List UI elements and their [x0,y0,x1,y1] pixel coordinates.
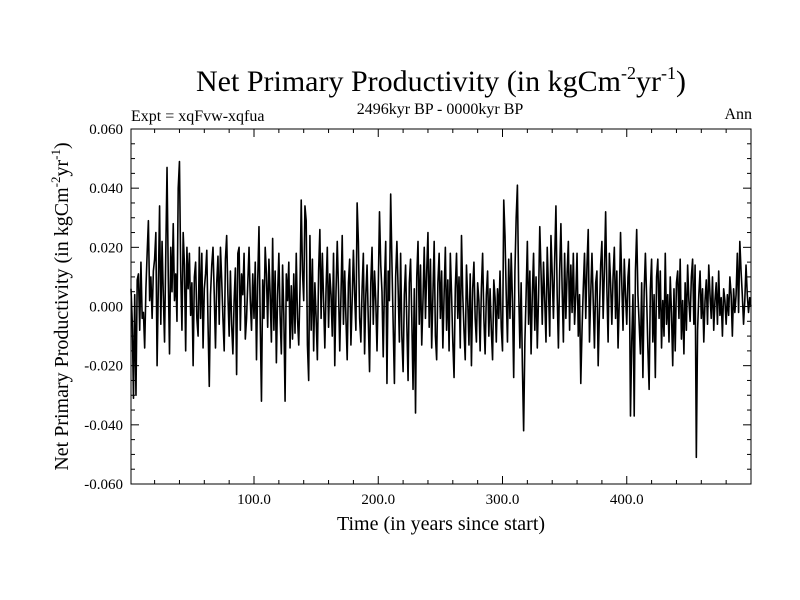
y-axis-label-sup2: -1 [48,149,63,160]
x-tick-label: 400.0 [610,492,644,508]
chart-title-mid: yr [636,65,661,98]
y-tick-label: -0.040 [84,418,123,434]
experiment-label: Expt = xqFvw-xqfua [131,108,264,125]
y-axis-label: Net Primary Productivity (in kgCm-2yr-1) [48,142,73,470]
y-axis-label-mid: yr [51,160,73,177]
y-tick-label: 0.040 [89,181,123,197]
npp-series-line [130,160,752,459]
chart-title-sup2: -1 [661,63,676,83]
y-tick-label: 0.020 [89,240,123,256]
x-tick-label: 200.0 [361,492,395,508]
chart-title: Net Primary Productivity (in kgCm-2yr-1) [196,63,686,98]
y-tick-label: -0.020 [84,359,123,375]
y-axis-ticks: -0.060 -0.040 -0.020 0.000 0.020 0.040 0.060 [84,122,751,493]
y-tick-label: 0.000 [89,300,123,316]
x-tick-label: 300.0 [486,492,520,508]
y-tick-label: 0.060 [89,122,123,138]
y-tick-label: -0.060 [84,477,123,493]
x-tick-label: 100.0 [237,492,271,508]
y-axis-label-end: ) [51,142,73,149]
y-axis-label-main: Net Primary Productivity (in kgCm [51,187,73,471]
x-axis-ticks: 100.0 200.0 300.0 400.0 [154,129,727,508]
chart-title-main: Net Primary Productivity (in kgCm [196,65,621,98]
season-label: Ann [724,106,752,123]
chart-title-end: ) [676,65,686,98]
time-range-label: 2496kyr BP - 0000kyr BP [357,101,524,118]
y-axis-label-sup1: -2 [48,177,63,188]
x-axis-label: Time (in years since start) [337,513,545,535]
chart-title-sup1: -2 [621,63,636,83]
